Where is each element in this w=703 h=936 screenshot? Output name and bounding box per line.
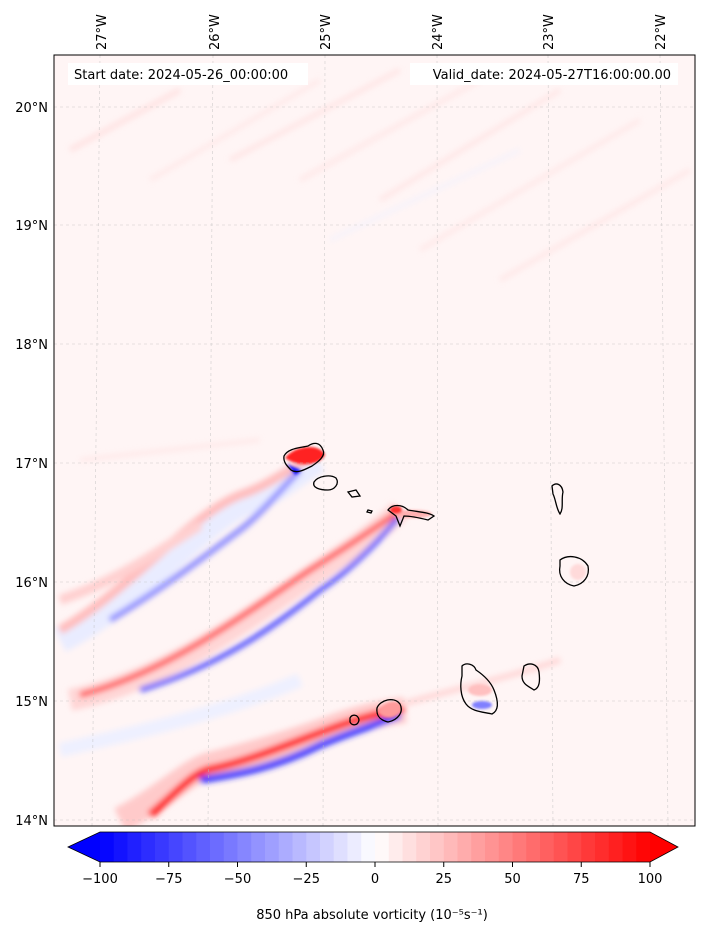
lon-label: 27°W: [95, 14, 110, 50]
lon-label: 22°W: [654, 14, 669, 50]
start-date-label: Start date: 2024-05-26_00:00:00: [74, 68, 288, 83]
colorbar-cell: [306, 832, 321, 862]
colorbar-cell: [168, 832, 183, 862]
lon-label: 24°W: [431, 14, 446, 50]
colorbar-cell: [375, 832, 390, 862]
colorbar-tick-label: 100: [638, 872, 663, 887]
colorbar-cell: [278, 832, 293, 862]
colorbar-cell: [540, 832, 555, 862]
latitude-labels: 20°N 19°N 18°N 17°N 16°N 15°N 14°N: [15, 101, 48, 829]
colorbar: −100 −75 −50 −25 0 25 50 75 100 850 hPa absolute…: [67, 831, 679, 923]
colorbar-cell: [608, 832, 623, 862]
colorbar-cell: [237, 832, 252, 862]
colorbar-cell: [127, 832, 142, 862]
colorbar-tick-label: −75: [155, 872, 182, 887]
colorbar-cell: [471, 832, 486, 862]
colorbar-label: 850 hPa absolute vorticity (10⁻⁵s⁻¹): [256, 908, 488, 923]
colorbar-cell: [636, 832, 651, 862]
colorbar-cell: [553, 832, 568, 862]
colorbar-cell: [416, 832, 431, 862]
colorbar-cell: [402, 832, 417, 862]
colorbar-tick-label: 75: [573, 872, 590, 887]
lon-label: 25°W: [319, 14, 334, 50]
valid-date-label: Valid_date: 2024-05-27T16:00:00.00: [433, 68, 671, 83]
colorbar-min-extension: [68, 832, 100, 862]
colorbar-cell: [347, 832, 362, 862]
lat-label: 15°N: [15, 695, 48, 710]
colorbar-cell: [595, 832, 610, 862]
colorbar-cell: [292, 832, 307, 862]
start-date-box: [68, 63, 308, 85]
map-frame: [53, 54, 696, 827]
colorbar-cell: [333, 832, 348, 862]
colorbar-cell: [100, 832, 115, 862]
colorbar-tick-label: −50: [224, 872, 251, 887]
colorbar-cell: [443, 832, 458, 862]
colorbar-cell: [361, 832, 376, 862]
colorbar-cell: [498, 832, 513, 862]
longitude-labels: 27°W 26°W 25°W 24°W 23°W 22°W: [95, 14, 669, 50]
lat-label: 16°N: [15, 576, 48, 591]
map-background: [54, 55, 695, 826]
colorbar-tick-label: 0: [371, 872, 379, 887]
colorbar-cell: [265, 832, 280, 862]
colorbar-cell: [155, 832, 170, 862]
colorbar-cell: [622, 832, 637, 862]
colorbar-cells: [100, 832, 651, 862]
colorbar-tick-label: 50: [504, 872, 521, 887]
lat-label: 20°N: [15, 101, 48, 116]
coastlines: [283, 442, 590, 726]
colorbar-cell: [141, 832, 156, 862]
lat-label: 14°N: [15, 814, 48, 829]
colorbar-tick-label: −25: [293, 872, 320, 887]
colorbar-cell: [485, 832, 500, 862]
colorbar-cell: [251, 832, 266, 862]
lat-label: 17°N: [15, 457, 48, 472]
colorbar-tick-label: 25: [435, 872, 452, 887]
colorbar-cell: [320, 832, 335, 862]
colorbar-cell: [196, 832, 211, 862]
valid-date-box: [410, 63, 678, 85]
colorbar-cell: [526, 832, 541, 862]
colorbar-cell: [581, 832, 596, 862]
colorbar-cell: [388, 832, 403, 862]
lat-label: 19°N: [15, 219, 48, 234]
lon-label: 26°W: [208, 14, 223, 50]
colorbar-cell: [512, 832, 527, 862]
colorbar-cell: [210, 832, 225, 862]
colorbar-cell: [182, 832, 197, 862]
gridlines: [54, 55, 695, 826]
colorbar-cell: [223, 832, 238, 862]
colorbar-cell: [457, 832, 472, 862]
colorbar-max-extension: [650, 832, 678, 862]
colorbar-cell: [567, 832, 582, 862]
vorticity-field: [54, 55, 695, 826]
colorbar-cell: [113, 832, 128, 862]
colorbar-cell: [430, 832, 445, 862]
colorbar-ticks: −100 −75 −50 −25 0 25 50 75 100: [82, 862, 662, 887]
colorbar-tick-label: −100: [82, 872, 118, 887]
lon-label: 23°W: [542, 14, 557, 50]
lat-label: 18°N: [15, 338, 48, 353]
